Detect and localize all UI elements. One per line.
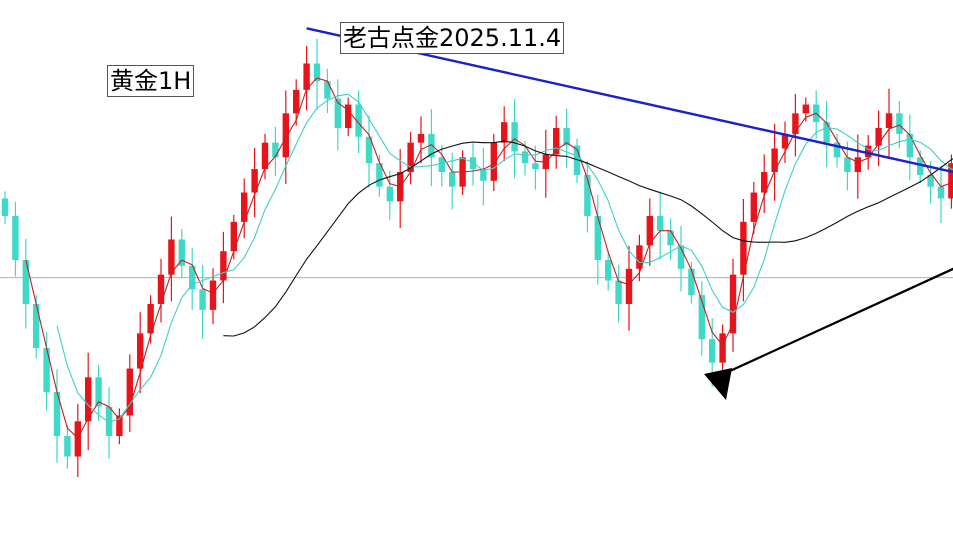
- candle-body: [521, 151, 529, 164]
- candle-body: [605, 260, 612, 281]
- candle-body: [927, 174, 934, 187]
- down-arrow-shaft: [712, 267, 953, 378]
- candle-body: [407, 142, 414, 172]
- candle-body: [501, 122, 508, 143]
- candle-body: [417, 133, 425, 143]
- candle-body: [282, 113, 289, 158]
- candle-body: [449, 172, 456, 187]
- symbol-label: 黄金1H: [107, 65, 195, 97]
- candle-body: [937, 186, 945, 199]
- chart-title: 老古点金2025.11.4: [340, 22, 565, 54]
- candle-body: [53, 392, 61, 436]
- candle-body: [272, 142, 279, 158]
- candle-body: [157, 274, 165, 304]
- candle-body: [293, 89, 300, 114]
- candle-body: [865, 145, 872, 158]
- candle-body: [376, 163, 383, 187]
- candle-body: [116, 415, 123, 436]
- candle-body: [584, 174, 591, 216]
- candle-body: [137, 333, 144, 369]
- ma-mid-line: [56, 93, 953, 423]
- candle-body: [85, 377, 92, 422]
- candle-body: [896, 113, 903, 134]
- candle-body: [365, 136, 373, 164]
- candle-body: [667, 230, 674, 246]
- candle-body: [563, 128, 570, 146]
- candle-body: [64, 436, 71, 457]
- candle-body: [33, 304, 40, 348]
- candle-body: [438, 157, 445, 172]
- candle-body: [948, 163, 953, 199]
- ma-slow-line: [223, 140, 953, 337]
- candle-body: [771, 148, 778, 172]
- candle-body: [917, 157, 924, 175]
- candle-body: [906, 133, 913, 158]
- candle-body: [729, 274, 737, 334]
- candle-body: [189, 265, 196, 290]
- candle-body: [636, 245, 643, 269]
- candle-body: [709, 339, 716, 363]
- candle-body: [74, 421, 81, 457]
- candle-body: [875, 128, 882, 146]
- candle-body: [168, 239, 175, 275]
- candle-body: [303, 63, 310, 90]
- candle-body: [532, 163, 539, 170]
- candle-body: [553, 128, 560, 155]
- candle-body: [334, 98, 341, 128]
- candle-body: [126, 368, 133, 416]
- candle-body: [833, 142, 841, 158]
- candle-body: [615, 280, 622, 304]
- candle-body: [688, 268, 695, 296]
- candle-body: [22, 260, 29, 304]
- candle-body: [854, 157, 861, 172]
- candle-body: [251, 169, 258, 193]
- candle-body: [230, 221, 237, 252]
- candle-body: [490, 142, 497, 181]
- candle-body: [95, 377, 102, 407]
- candle-body: [677, 245, 685, 269]
- candle-body: [147, 304, 154, 334]
- candle-body: [719, 333, 726, 363]
- candle-body: [199, 289, 206, 310]
- candle-body: [105, 406, 113, 436]
- candle-body: [844, 157, 851, 172]
- candle-body: [750, 192, 757, 222]
- candle-body: [594, 216, 601, 260]
- candle-body: [220, 251, 227, 281]
- candle-body: [511, 122, 518, 152]
- candle-body: [324, 81, 331, 99]
- candle-body: [792, 113, 799, 134]
- candle-body: [761, 172, 768, 193]
- down-arrow-head: [704, 368, 732, 400]
- candle-body: [740, 221, 747, 275]
- candle-body: [261, 142, 269, 170]
- candle-body: [646, 216, 653, 246]
- candle-body: [12, 216, 19, 260]
- candle-body: [823, 122, 830, 143]
- candle-body: [657, 216, 664, 231]
- candle-body: [573, 145, 581, 175]
- candle-body: [781, 133, 789, 149]
- candle-body: [313, 63, 321, 82]
- candle-body: [698, 295, 705, 340]
- candle-body: [345, 104, 352, 128]
- candle-body: [625, 268, 633, 304]
- candle-body: [241, 192, 248, 222]
- candle-body: [480, 169, 487, 181]
- candle-body: [209, 280, 217, 310]
- candle-body: [355, 104, 362, 137]
- candle-body: [386, 186, 393, 202]
- candle-body: [43, 348, 50, 392]
- candle-body: [885, 113, 893, 128]
- candle-body: [428, 133, 435, 158]
- candle-body: [1, 198, 9, 216]
- candle-body: [802, 104, 809, 114]
- candle-body: [178, 239, 185, 266]
- ma-fast-line: [25, 77, 953, 439]
